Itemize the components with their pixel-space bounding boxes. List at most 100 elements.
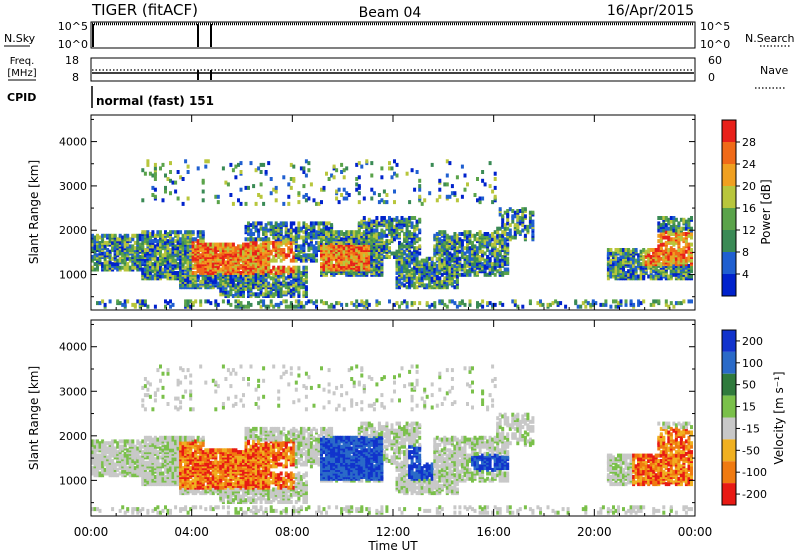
echo-cell	[148, 276, 152, 281]
echo-cell	[642, 260, 646, 265]
y-tick-label: 2000	[59, 224, 87, 237]
echo-cell	[189, 299, 193, 304]
echo-cell	[425, 276, 429, 281]
echo-cell	[151, 262, 155, 267]
echo-cell	[136, 240, 140, 245]
nave-tick-high: 60	[708, 54, 722, 67]
echo-cell	[249, 267, 253, 272]
echo-cell	[315, 201, 318, 206]
echo-cell	[292, 287, 296, 291]
echo-cell	[259, 285, 263, 290]
echo-cell	[315, 230, 318, 235]
echo-cell	[614, 265, 618, 270]
echo-cell	[491, 248, 495, 252]
echo-cell	[269, 299, 273, 304]
echo-cell	[131, 439, 135, 444]
echo-cell	[196, 233, 200, 238]
echo-cell	[403, 262, 407, 267]
echo-cell	[657, 239, 661, 244]
echo-cell	[478, 200, 482, 205]
echo-cell	[332, 263, 336, 268]
echo-cell	[516, 217, 520, 222]
echo-cell	[297, 251, 301, 256]
echo-cell	[360, 232, 364, 236]
echo-cell	[315, 253, 318, 258]
echo-cell	[247, 248, 250, 252]
echo-cell	[657, 251, 661, 256]
echo-cell	[272, 304, 276, 309]
echo-cell	[415, 279, 419, 284]
colorbar-swatch	[722, 208, 736, 230]
echo-cell	[375, 299, 379, 304]
echo-cell	[674, 233, 678, 238]
echo-cell	[498, 244, 502, 249]
echo-cell	[617, 256, 620, 261]
echo-cell	[196, 283, 200, 288]
echo-cell	[272, 240, 276, 245]
echo-cell	[330, 302, 334, 307]
echo-cell	[659, 246, 663, 251]
echo-cell	[267, 161, 271, 166]
echo-cell	[116, 258, 120, 263]
echo-cell	[440, 258, 444, 263]
echo-cell	[395, 279, 399, 284]
echo-cell	[113, 262, 117, 267]
echo-cell	[606, 276, 610, 281]
echo-cell	[111, 256, 115, 261]
echo-cell	[287, 240, 291, 245]
echo-cell	[186, 164, 190, 169]
echo-cell	[309, 242, 313, 247]
echo-cell	[181, 201, 185, 206]
echo-cell	[395, 249, 399, 254]
echo-cell	[274, 253, 278, 258]
echo-cell	[164, 185, 167, 190]
echo-cell	[161, 233, 165, 238]
echo-cell	[375, 302, 379, 307]
echo-cell	[146, 248, 150, 252]
echo-cell	[242, 294, 245, 298]
colorbar-swatch	[722, 274, 736, 296]
echo-cell	[239, 301, 243, 306]
echo-cell	[191, 237, 195, 242]
echo-cell	[299, 301, 303, 306]
echo-cell	[111, 233, 115, 238]
echo-cell	[385, 223, 389, 228]
echo-cell	[357, 246, 361, 251]
echo-cell	[405, 278, 409, 283]
echo-cell	[423, 271, 427, 275]
echo-cell	[216, 281, 220, 286]
echo-cell	[234, 175, 238, 180]
echo-cell	[143, 299, 147, 304]
echo-cell	[466, 182, 469, 187]
echo-cell	[184, 230, 188, 235]
echo-cell	[287, 265, 291, 270]
echo-cell	[481, 299, 485, 304]
echo-cell	[118, 233, 122, 238]
echo-cell	[153, 262, 157, 267]
colorbar-swatch	[722, 186, 736, 208]
echo-cell	[239, 271, 243, 275]
echo-cell	[393, 189, 396, 194]
echo-cell	[687, 221, 691, 226]
echo-cell	[634, 248, 638, 252]
echo-cell	[624, 299, 628, 304]
echo-cell	[448, 276, 452, 281]
echo-cell	[657, 224, 661, 229]
echo-cell	[413, 272, 417, 277]
echo-cell	[216, 253, 220, 258]
echo-cell	[249, 274, 253, 279]
echo-cell	[468, 249, 472, 254]
echo-cell	[355, 233, 359, 238]
echo-cell	[289, 272, 293, 277]
echo-cell	[164, 267, 167, 272]
echo-cell	[304, 193, 308, 197]
echo-cell	[511, 209, 515, 213]
echo-cell	[189, 230, 193, 235]
echo-cell	[128, 248, 132, 252]
echo-cell	[272, 224, 276, 229]
echo-cell	[259, 237, 263, 242]
echo-cell	[627, 272, 631, 277]
echo-cell	[594, 301, 598, 306]
echo-cell	[304, 265, 308, 270]
